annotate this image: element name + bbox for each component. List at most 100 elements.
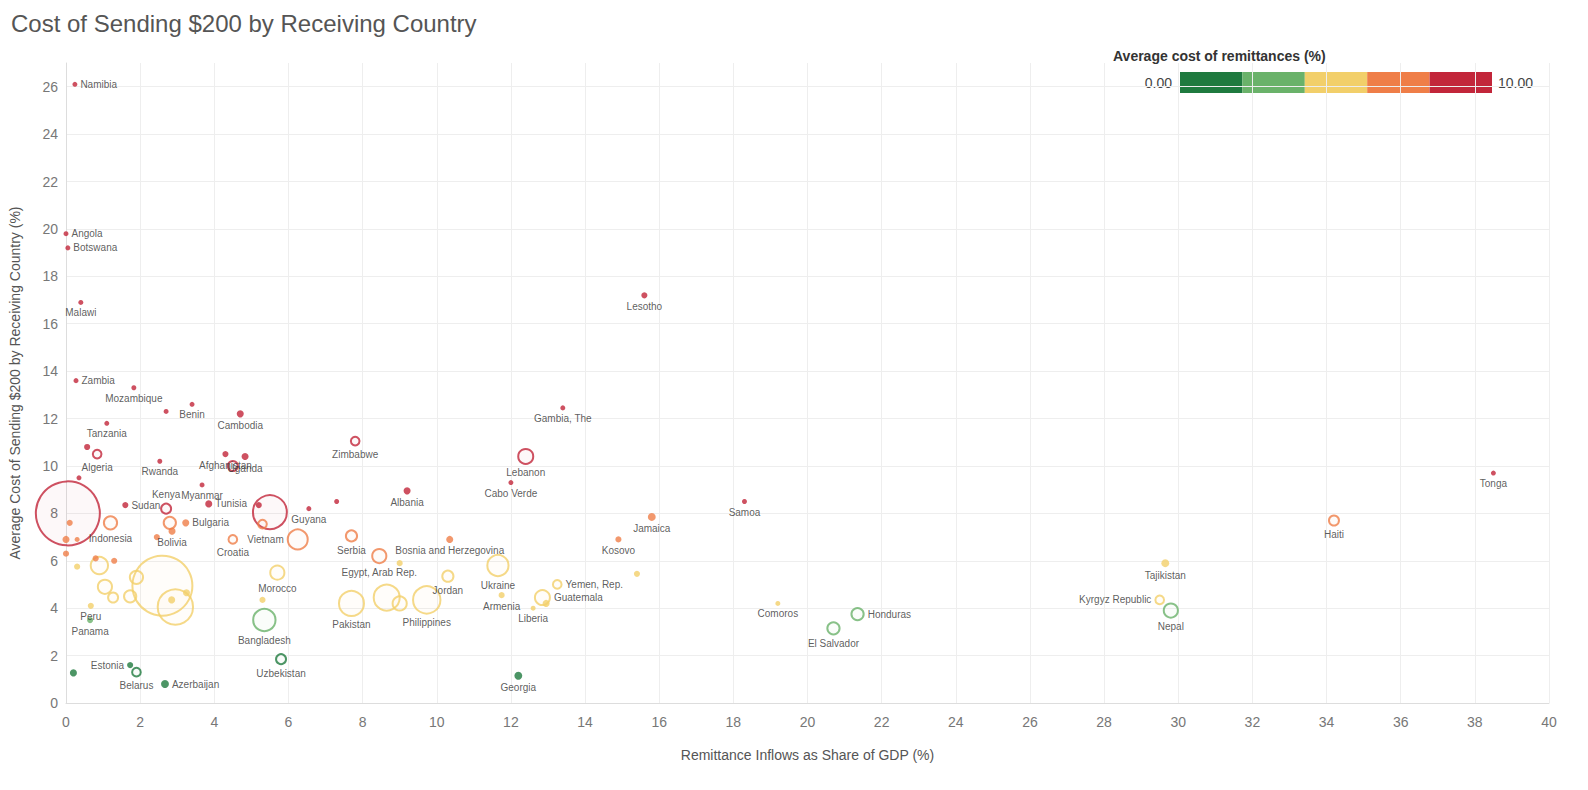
svg-text:Belarus: Belarus <box>119 680 153 691</box>
svg-text:Namibia: Namibia <box>80 79 117 90</box>
svg-text:Gambia, The: Gambia, The <box>534 413 592 424</box>
svg-text:Average Cost of Sending $200 b: Average Cost of Sending $200 by Receivin… <box>7 206 23 559</box>
svg-text:26: 26 <box>1022 714 1038 730</box>
svg-text:Guyana: Guyana <box>291 514 326 525</box>
svg-text:Tunisia: Tunisia <box>215 498 247 509</box>
svg-text:24: 24 <box>948 714 964 730</box>
svg-text:32: 32 <box>1245 714 1261 730</box>
svg-text:4: 4 <box>50 600 58 616</box>
svg-text:Cost of Sending $200 by Receiv: Cost of Sending $200 by Receiving Countr… <box>11 10 477 37</box>
svg-text:Sudan: Sudan <box>131 500 160 511</box>
svg-text:Myanmar: Myanmar <box>181 489 223 501</box>
svg-text:12: 12 <box>503 714 519 730</box>
svg-text:36: 36 <box>1393 714 1409 730</box>
svg-text:4: 4 <box>210 714 218 730</box>
svg-text:Estonia: Estonia <box>91 660 125 671</box>
svg-text:Samoa: Samoa <box>729 507 761 518</box>
svg-text:Egypt, Arab Rep.: Egypt, Arab Rep. <box>341 567 417 578</box>
svg-text:Azerbaijan: Azerbaijan <box>172 679 219 690</box>
svg-text:El Salvador: El Salvador <box>808 638 860 649</box>
svg-text:Peru: Peru <box>80 611 101 622</box>
svg-text:16: 16 <box>651 714 667 730</box>
svg-text:2: 2 <box>136 714 144 730</box>
svg-text:Pakistan: Pakistan <box>332 619 370 630</box>
svg-text:Georgia: Georgia <box>501 682 537 693</box>
svg-text:Rwanda: Rwanda <box>141 466 178 477</box>
svg-text:38: 38 <box>1467 714 1483 730</box>
svg-text:Lebanon: Lebanon <box>506 467 545 478</box>
svg-text:Zambia: Zambia <box>82 375 116 386</box>
svg-text:Uzbekistan: Uzbekistan <box>256 668 305 679</box>
svg-text:Kyrgyz Republic: Kyrgyz Republic <box>1079 594 1151 605</box>
svg-text:10: 10 <box>42 458 58 474</box>
svg-text:2: 2 <box>50 648 58 664</box>
svg-text:10.00: 10.00 <box>1498 75 1533 91</box>
svg-text:Albania: Albania <box>390 497 424 508</box>
svg-text:28: 28 <box>1096 714 1112 730</box>
svg-text:Vietnam: Vietnam <box>247 534 284 545</box>
svg-text:6: 6 <box>285 714 293 730</box>
svg-text:Malawi: Malawi <box>65 307 96 318</box>
svg-text:30: 30 <box>1170 714 1186 730</box>
svg-text:18: 18 <box>42 268 58 284</box>
svg-text:Indonesia: Indonesia <box>89 533 133 544</box>
svg-text:Jordan: Jordan <box>433 585 464 596</box>
svg-text:Mozambique: Mozambique <box>105 393 163 404</box>
svg-text:Liberia: Liberia <box>518 613 548 624</box>
svg-text:Cambodia: Cambodia <box>217 420 263 431</box>
svg-text:22: 22 <box>42 174 58 190</box>
svg-text:16: 16 <box>42 316 58 332</box>
svg-text:Average cost of remittances (%: Average cost of remittances (%) <box>1113 48 1326 64</box>
svg-text:20: 20 <box>800 714 816 730</box>
svg-text:12: 12 <box>42 411 58 427</box>
svg-text:22: 22 <box>874 714 890 730</box>
svg-text:Guatemala: Guatemala <box>554 592 603 603</box>
svg-text:Tajikistan: Tajikistan <box>1145 570 1186 581</box>
svg-text:Panama: Panama <box>71 626 109 637</box>
svg-text:20: 20 <box>42 221 58 237</box>
svg-text:Kenya: Kenya <box>152 489 181 500</box>
svg-text:Algeria: Algeria <box>82 462 114 473</box>
svg-text:Serbia: Serbia <box>337 545 366 556</box>
svg-text:Bolivia: Bolivia <box>157 537 187 548</box>
svg-text:18: 18 <box>726 714 742 730</box>
svg-text:Philippines: Philippines <box>403 617 451 628</box>
svg-text:Benin: Benin <box>179 409 205 420</box>
svg-text:34: 34 <box>1319 714 1335 730</box>
svg-text:0: 0 <box>50 695 58 711</box>
svg-text:Afghanistan: Afghanistan <box>199 459 252 471</box>
svg-text:Bulgaria: Bulgaria <box>192 517 229 528</box>
svg-text:40: 40 <box>1541 714 1557 730</box>
svg-text:24: 24 <box>42 126 58 142</box>
svg-text:Bosnia and Herzegovina: Bosnia and Herzegovina <box>395 545 504 556</box>
svg-text:Angola: Angola <box>72 228 104 239</box>
svg-text:Cabo Verde: Cabo Verde <box>484 488 537 499</box>
svg-text:Nepal: Nepal <box>1158 621 1184 632</box>
svg-text:14: 14 <box>42 363 58 379</box>
svg-text:Yemen, Rep.: Yemen, Rep. <box>566 579 623 590</box>
svg-text:Bangladesh: Bangladesh <box>238 635 291 646</box>
svg-text:6: 6 <box>50 553 58 569</box>
svg-text:Tonga: Tonga <box>1480 478 1508 489</box>
svg-text:Remittance Inflows as Share of: Remittance Inflows as Share of GDP (%) <box>681 747 934 763</box>
svg-text:Ukraine: Ukraine <box>481 580 516 591</box>
svg-text:Honduras: Honduras <box>868 609 911 620</box>
svg-text:Zimbabwe: Zimbabwe <box>332 449 379 460</box>
svg-text:0: 0 <box>62 714 70 730</box>
svg-text:Botswana: Botswana <box>73 242 117 253</box>
svg-text:14: 14 <box>577 714 593 730</box>
svg-text:26: 26 <box>42 79 58 95</box>
svg-text:Croatia: Croatia <box>217 547 250 558</box>
svg-text:Armenia: Armenia <box>483 601 521 612</box>
svg-text:Lesotho: Lesotho <box>627 301 663 312</box>
svg-text:8: 8 <box>359 714 367 730</box>
svg-text:Kosovo: Kosovo <box>602 545 636 556</box>
svg-text:Morocco: Morocco <box>258 583 297 594</box>
svg-text:Haiti: Haiti <box>1324 529 1344 540</box>
svg-text:Jamaica: Jamaica <box>633 523 671 534</box>
svg-text:Comoros: Comoros <box>758 608 799 619</box>
svg-text:Uganda: Uganda <box>228 463 263 474</box>
svg-text:0.00: 0.00 <box>1145 75 1172 91</box>
svg-text:Tanzania: Tanzania <box>87 428 127 439</box>
svg-text:10: 10 <box>429 714 445 730</box>
